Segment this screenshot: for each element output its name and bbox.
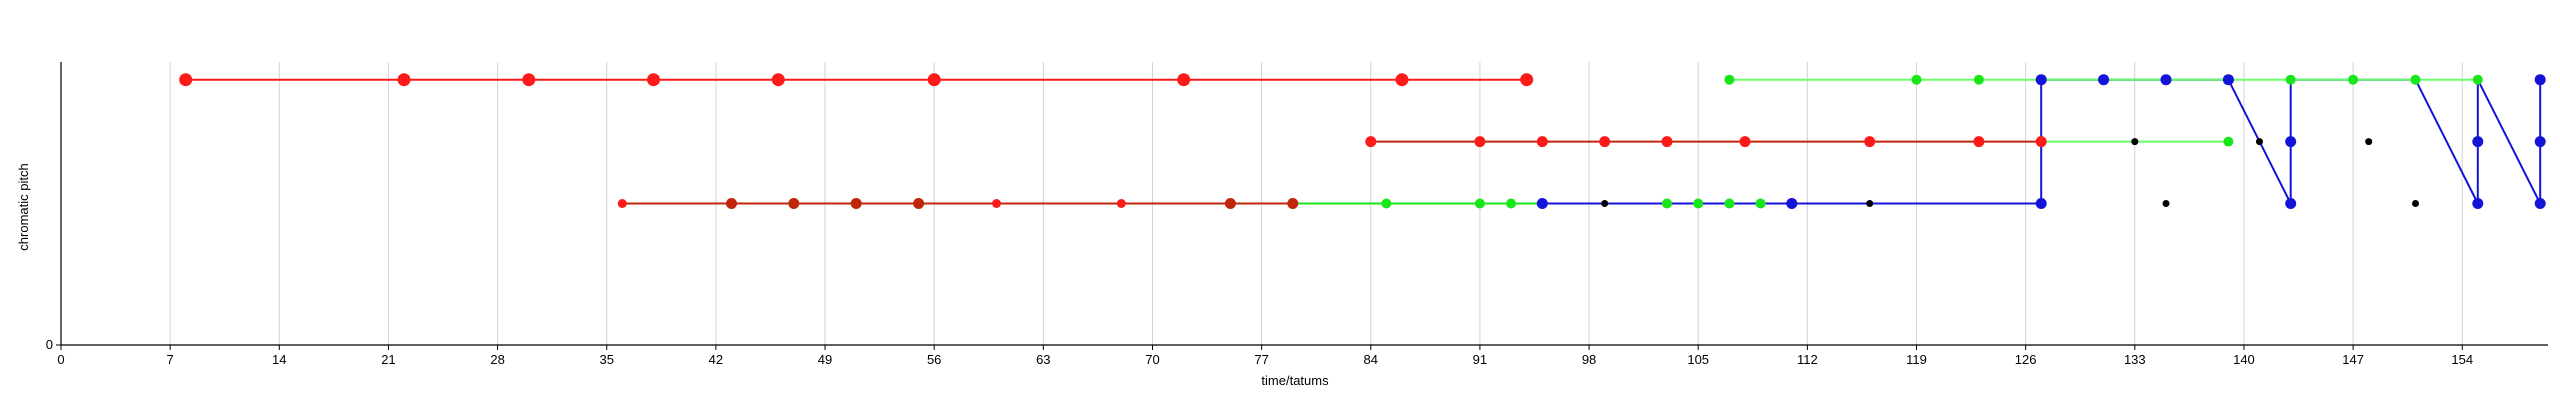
data-point-dark_red-1 [788, 198, 800, 209]
data-point-blue-1 [1786, 198, 1798, 209]
data-point-black-0 [1601, 200, 1609, 207]
x-tick-label: 154 [2451, 352, 2473, 367]
data-point-dark_red-2 [850, 198, 862, 209]
data-point-green-10 [2223, 136, 2234, 147]
data-point-red-7 [1973, 136, 1985, 148]
x-tick-label: 7 [167, 352, 174, 367]
data-point-red-1 [397, 73, 411, 87]
data-point-red-0 [179, 73, 193, 87]
data-point-green-2 [1506, 198, 1517, 209]
data-point-green-4 [1693, 198, 1704, 209]
data-point-red-3 [1599, 136, 1611, 148]
data-point-red-5 [1739, 136, 1751, 148]
x-tick-label: 35 [600, 352, 614, 367]
x-tick-label: 42 [709, 352, 723, 367]
y-ticks: 0 [46, 337, 61, 352]
data-point-red-2 [522, 73, 536, 87]
x-tick-label: 147 [2342, 352, 2364, 367]
data-point-red-8 [2035, 136, 2047, 148]
data-point-green-7 [1724, 74, 1735, 85]
series-markers [179, 73, 2546, 209]
y-axis-label: chromatic pitch [16, 163, 31, 250]
x-tick-label: 133 [2124, 352, 2146, 367]
data-point-blue-10 [2472, 136, 2484, 148]
data-point-green-12 [2348, 74, 2359, 85]
data-point-black-6 [2412, 200, 2419, 207]
data-point-blue-11 [2534, 198, 2546, 209]
data-point-red-3 [647, 73, 660, 87]
data-point-green-1 [1474, 198, 1485, 209]
data-point-red-4 [771, 73, 785, 87]
data-point-blue-0 [1536, 198, 1548, 209]
x-tick-label: 91 [1473, 352, 1487, 367]
data-point-red-5 [927, 73, 941, 87]
data-point-green-14 [2472, 74, 2483, 85]
data-point-blue-13 [2534, 74, 2546, 86]
data-point-black-2 [2131, 138, 2139, 146]
x-tick-label: 126 [2015, 352, 2037, 367]
x-tick-label: 63 [1036, 352, 1050, 367]
x-tick-label: 119 [1906, 352, 1927, 367]
data-point-green-8 [1911, 74, 1922, 85]
data-point-blue-12 [2534, 136, 2546, 148]
data-point-red-0 [1365, 136, 1377, 148]
x-tick-label: 84 [1364, 352, 1378, 367]
x-axis-label: time/tatums [1261, 373, 1329, 388]
data-point-red-6 [1177, 73, 1191, 87]
data-point-green-13 [2410, 74, 2421, 85]
data-point-blue-4 [2098, 74, 2110, 86]
y-tick-label: 0 [46, 337, 53, 352]
data-point-blue-3 [2035, 74, 2047, 86]
x-tick-label: 14 [272, 352, 286, 367]
data-point-green-11 [2285, 74, 2296, 85]
data-point-red-4 [1661, 136, 1673, 148]
data-point-green-0 [1381, 198, 1392, 209]
data-point-dark_red-4 [1224, 198, 1236, 209]
data-point-red-2 [1536, 136, 1548, 148]
x-tick-label: 49 [818, 352, 832, 367]
x-ticks: 0 7 14 21 28 35 42 49 56 63 70 77 84 91 98 105 112 119 126… [57, 345, 2473, 367]
x-tick-label: 70 [1145, 352, 1159, 367]
data-point-red-2 [1116, 199, 1126, 208]
data-point-red-8 [1520, 73, 1534, 87]
data-point-black-3 [2162, 200, 2170, 207]
x-tick-label: 105 [1687, 352, 1709, 367]
data-point-green-5 [1724, 198, 1735, 209]
data-point-blue-6 [2222, 74, 2234, 86]
data-point-dark_red-0 [726, 198, 737, 209]
x-tick-label: 28 [490, 352, 504, 367]
x-tick-label: 98 [1582, 352, 1596, 367]
data-point-red-6 [1864, 136, 1876, 148]
data-point-red-1 [1474, 136, 1486, 148]
data-point-black-5 [2365, 138, 2373, 146]
series-lines [185, 78, 2542, 205]
data-point-black-1 [1866, 200, 1874, 207]
x-tick-label: 140 [2233, 352, 2255, 367]
data-point-red-0 [617, 199, 627, 208]
data-point-dark_red-5 [1287, 198, 1299, 209]
x-tick-label: 112 [1797, 352, 1818, 367]
data-point-dark_red-3 [913, 198, 925, 209]
data-point-blue-8 [2285, 136, 2297, 148]
data-point-blue-5 [2160, 74, 2172, 86]
data-point-green-3 [1662, 198, 1672, 209]
x-tick-label: 0 [57, 352, 64, 367]
x-tick-label: 77 [1254, 352, 1268, 367]
data-point-green-9 [1973, 74, 1984, 85]
x-tick-label: 21 [381, 352, 395, 367]
data-point-blue-9 [2472, 198, 2484, 209]
axes [60, 62, 2548, 346]
data-point-red-1 [992, 199, 1001, 208]
x-tick-label: 56 [927, 352, 941, 367]
data-point-black-4 [2256, 138, 2263, 146]
data-point-blue-2 [2035, 198, 2047, 209]
data-point-blue-7 [2285, 198, 2297, 209]
data-point-red-7 [1395, 73, 1409, 87]
data-point-green-6 [1755, 198, 1766, 209]
